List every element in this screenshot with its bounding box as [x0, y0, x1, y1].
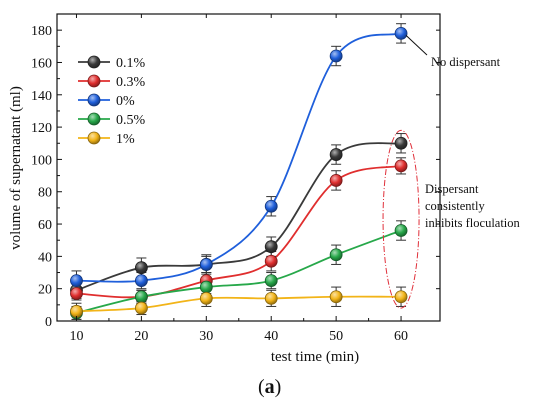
- legend-label: 1%: [116, 132, 135, 147]
- y-tick-label: 100: [31, 153, 52, 168]
- series-line-0-5pct: [76, 229, 402, 314]
- data-point-0-1pct: [329, 148, 343, 161]
- data-point-0pct: [134, 274, 148, 288]
- axes: 10 20 30 40 50 60 0 20 40 60 80 100 120 140 160 180: [31, 13, 441, 344]
- annotation-no-dispersant: No dispersant: [431, 55, 501, 69]
- x-tick-label: 50: [329, 329, 343, 344]
- y-tick-label: 160: [31, 56, 52, 71]
- series-line-0-1pct: [76, 142, 402, 292]
- data-point-0-3pct: [394, 159, 408, 173]
- legend-label: 0.3%: [116, 75, 146, 90]
- data-point-1pct: [394, 290, 408, 304]
- data-point-0-1pct: [394, 136, 408, 150]
- data-point-0-5pct: [394, 224, 408, 237]
- data-point-0-1pct: [264, 240, 278, 254]
- data-point-0-5pct: [264, 274, 278, 288]
- data-point-0pct: [329, 49, 343, 63]
- data-point-0-1pct: [134, 261, 148, 275]
- data-point-0pct: [70, 274, 83, 288]
- legend-marker: [87, 74, 101, 88]
- legend: 0.1% 0.3% 0% 0.5% 1%: [78, 55, 146, 147]
- panel-label-letter: a: [265, 376, 275, 398]
- data-point-0-3pct: [264, 254, 278, 268]
- data-point-0pct: [264, 199, 278, 213]
- data-point-0-3pct: [329, 174, 343, 187]
- legend-label: 0.5%: [116, 113, 146, 128]
- y-tick-label: 120: [31, 121, 52, 136]
- x-axis-title: test time (min): [271, 349, 359, 365]
- annotation-pointer: [405, 35, 428, 56]
- series-line-1pct: [76, 295, 402, 313]
- y-tick-label: 20: [38, 283, 52, 298]
- data-point-1pct: [329, 290, 343, 304]
- x-tick-label: 40: [264, 329, 278, 344]
- data-point-0-5pct: [199, 280, 213, 294]
- annotation-dispersant-line: consistently: [425, 199, 485, 213]
- plot-frame: [56, 13, 441, 322]
- legend-label: 0.1%: [116, 56, 146, 71]
- highlight-ellipse: [382, 129, 420, 309]
- series-line-0-3pct: [76, 164, 402, 299]
- data-point-1pct: [70, 304, 83, 318]
- data-point-1pct: [134, 301, 148, 315]
- y-tick-label: 60: [38, 218, 52, 233]
- y-tick-label: 80: [38, 186, 52, 201]
- legend-label: 0%: [116, 94, 135, 109]
- legend-item: 0%: [78, 93, 135, 109]
- data-points: [70, 26, 408, 320]
- legend-item: 0.5%: [78, 112, 146, 128]
- legend-marker: [87, 93, 101, 107]
- x-tick-label: 30: [199, 329, 213, 344]
- data-point-0pct: [199, 258, 213, 271]
- y-tick-label: 40: [38, 250, 52, 265]
- y-axis-title: volume of supernatant (ml): [8, 86, 24, 250]
- data-point-1pct: [199, 291, 213, 305]
- data-point-1pct: [264, 291, 278, 305]
- y-tick-label: 180: [31, 24, 52, 39]
- x-tick-label: 10: [69, 329, 83, 344]
- y-tick-label: 140: [31, 89, 52, 104]
- legend-item: 0.1%: [78, 55, 146, 71]
- legend-marker: [87, 55, 101, 69]
- x-tick-label: 20: [134, 329, 148, 344]
- legend-marker: [87, 112, 101, 126]
- annotation-dispersant-line: Dispersant: [425, 182, 479, 196]
- panel-label-close: ): [275, 376, 282, 398]
- annotation-dispersant-line: inhibits floculation: [425, 216, 521, 230]
- data-point-0-3pct: [70, 287, 83, 300]
- data-point-0-5pct: [329, 248, 343, 262]
- y-tick-label: 0: [45, 315, 52, 330]
- annotations: No dispersant Dispersant consistently inhib…: [382, 35, 521, 309]
- legend-marker: [87, 131, 101, 145]
- legend-item: 0.3%: [78, 74, 146, 90]
- panel-label-open: (: [258, 376, 265, 398]
- legend-item: 1%: [78, 131, 135, 147]
- x-tick-label: 60: [394, 329, 408, 344]
- data-point-0-5pct: [134, 290, 148, 304]
- data-point-0pct: [394, 26, 408, 40]
- panel-label: (a): [258, 376, 281, 398]
